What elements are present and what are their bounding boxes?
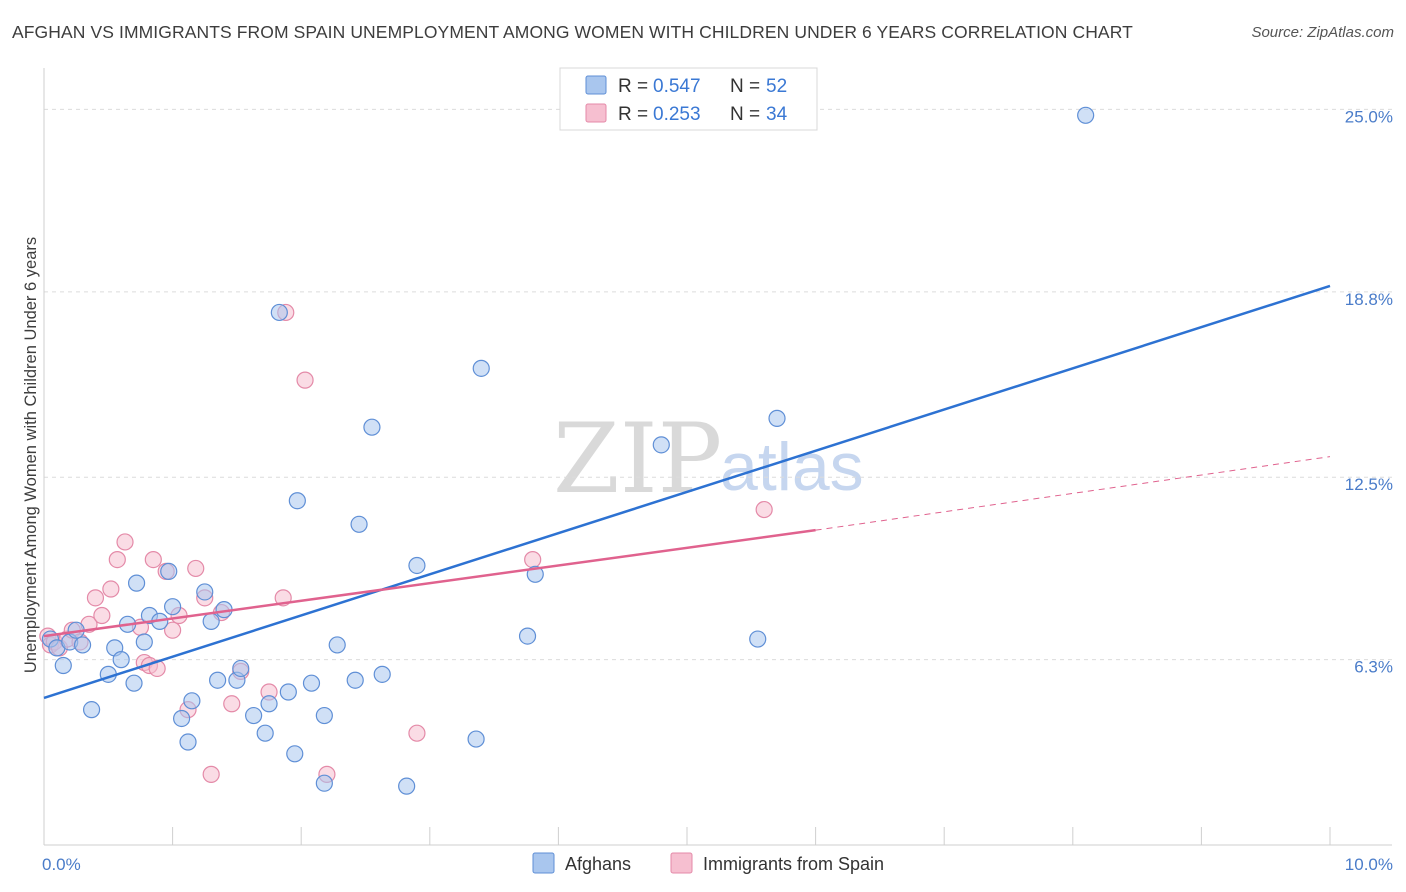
afghan-point (196, 583, 214, 601)
afghan-point (160, 562, 178, 580)
afghan-point (518, 627, 537, 645)
spain-point (296, 371, 314, 389)
afghan-point (363, 418, 381, 436)
spain-point (187, 559, 205, 578)
trend-lines (43, 284, 1331, 700)
afghan-point (373, 665, 391, 683)
spain-point (223, 695, 241, 713)
spain-point (93, 606, 111, 625)
afghan-point (408, 556, 426, 575)
spain-point (116, 533, 134, 551)
legend-n-value-spain: 34 (766, 104, 788, 125)
legend-swatch-afghans (585, 75, 607, 95)
chart-title: AFGHAN VS IMMIGRANTS FROM SPAIN UNEMPLOY… (12, 22, 1133, 42)
bottom-legend-label-afghans: Afghans (565, 854, 631, 874)
afghan-point (286, 745, 304, 763)
spain-point (755, 500, 773, 519)
afghan-point (288, 492, 306, 510)
axes (43, 68, 1392, 846)
spain-point (202, 765, 220, 783)
afghan-point (270, 303, 288, 322)
series-afghan-points (41, 106, 1095, 795)
afghan-point (183, 692, 201, 710)
afghan-point (328, 636, 346, 654)
afghan-point (209, 671, 227, 689)
y-tick-label: 18.8% (1345, 290, 1393, 309)
afghan-point (202, 612, 220, 630)
tick-labels: 6.3% 12.5% 18.8% 25.0% 0.0% 10.0% (42, 107, 1393, 874)
afghan-point (472, 359, 490, 377)
legend-r-label-afghans: R = (618, 76, 648, 97)
spain-point (524, 550, 542, 569)
spain-point (102, 580, 120, 598)
afghan-point (54, 656, 72, 675)
watermark-zip: ZIP (553, 403, 722, 515)
afghan-point (260, 695, 278, 713)
afghan-point (82, 701, 101, 719)
legend-n-label-afghans: N = (730, 76, 760, 97)
spain-trend-extension (815, 456, 1331, 531)
legend-r-value-spain: 0.253 (653, 104, 701, 125)
afghan-point (112, 651, 130, 669)
afghan-point (467, 730, 485, 748)
afghan-point (245, 706, 263, 725)
afghan-point (164, 598, 182, 616)
afghan-point (398, 777, 416, 795)
bottom-legend-label-spain: Immigrants from Spain (703, 854, 884, 874)
watermark-atlas: atlas (720, 429, 864, 505)
afghan-point (173, 709, 191, 728)
afghan-point (279, 683, 297, 701)
afghan-point (73, 636, 92, 654)
correlation-legend: R = 0.547 N = 52 R = 0.253 N = 34 (559, 67, 818, 131)
series-spain-points (39, 303, 773, 783)
source-credit: Source: ZipAtlas.com (1251, 24, 1394, 41)
afghan-point (302, 674, 321, 692)
afghan-point (346, 671, 364, 689)
afghan-trend-line (43, 284, 1331, 700)
afghan-point (768, 409, 786, 427)
bottom-legend-swatch-afghans (532, 852, 555, 874)
spain-trend-line (43, 528, 816, 638)
bottom-legend-swatch-spain (670, 852, 693, 874)
afghan-point (350, 515, 368, 533)
x-tick-label: 0.0% (42, 855, 81, 874)
spain-point (164, 621, 182, 639)
y-axis-label: Unemployment Among Women with Children U… (22, 237, 40, 673)
series-legend: Afghans Immigrants from Spain (532, 852, 884, 874)
afghan-point (749, 630, 767, 648)
afghan-point (1077, 106, 1095, 124)
afghan-point (179, 733, 197, 751)
spain-point (86, 589, 105, 607)
afghan-point (315, 706, 333, 725)
legend-r-label-spain: R = (618, 104, 648, 125)
legend-swatch-spain (585, 103, 607, 123)
afghan-point (125, 674, 143, 692)
gridlines (44, 108, 1392, 661)
legend-n-label-spain: N = (730, 104, 760, 125)
y-tick-label: 6.3% (1354, 658, 1393, 677)
afghan-point (652, 436, 670, 454)
legend-n-value-afghans: 52 (766, 76, 787, 97)
afghan-point (135, 633, 153, 651)
legend-r-value-afghans: 0.547 (653, 76, 701, 97)
x-tick-label: 10.0% (1345, 855, 1393, 874)
spain-point (144, 550, 162, 569)
spain-point (108, 550, 126, 569)
y-tick-label: 25.0% (1345, 107, 1393, 126)
afghan-point (256, 724, 274, 742)
y-tick-label: 12.5% (1345, 475, 1393, 494)
afghan-point (315, 774, 333, 792)
afghan-point (232, 659, 250, 678)
spain-point (408, 724, 426, 742)
afghan-point (127, 574, 146, 592)
